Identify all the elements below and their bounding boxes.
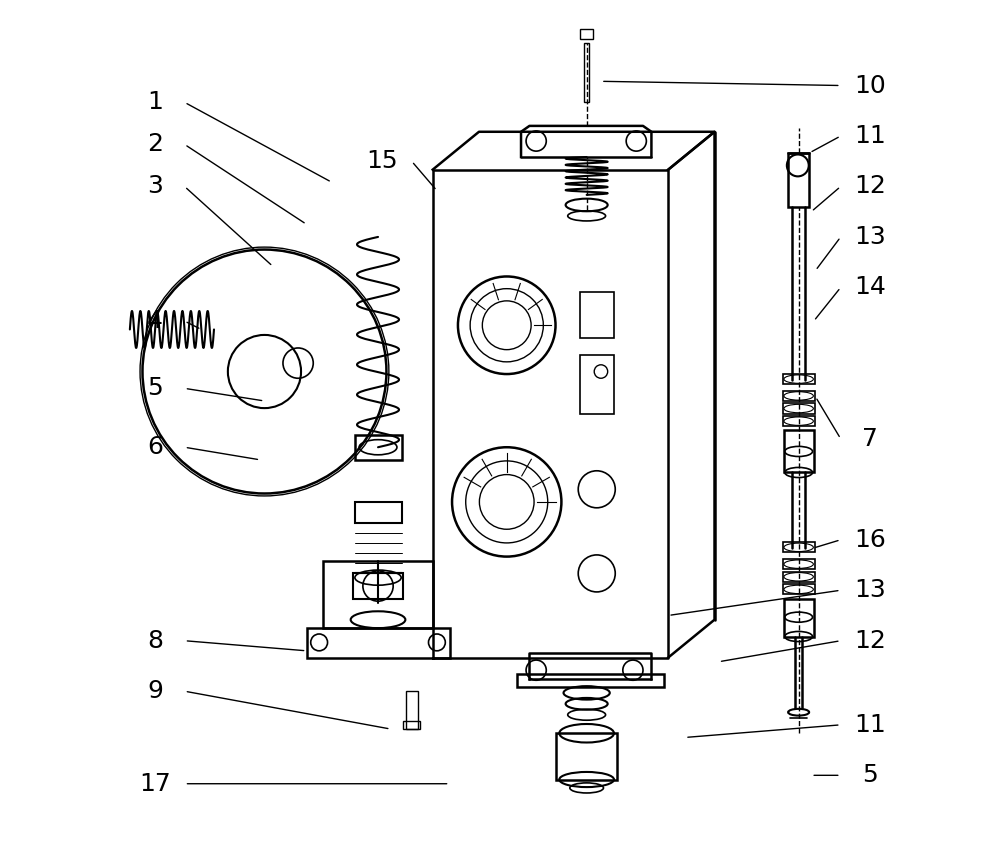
Bar bbox=[406, 691, 418, 729]
Bar bbox=[784, 598, 814, 636]
Text: 11: 11 bbox=[854, 124, 886, 148]
Text: 9: 9 bbox=[147, 679, 163, 703]
Bar bbox=[584, 43, 589, 102]
Text: 15: 15 bbox=[366, 149, 398, 173]
Text: 16: 16 bbox=[854, 528, 886, 552]
Text: 6: 6 bbox=[147, 436, 163, 459]
Bar bbox=[556, 733, 617, 780]
Bar bbox=[353, 573, 403, 598]
Text: 7: 7 bbox=[862, 427, 878, 451]
Bar bbox=[783, 584, 815, 594]
Bar bbox=[783, 559, 815, 569]
Bar bbox=[580, 354, 614, 414]
Text: 3: 3 bbox=[147, 175, 163, 198]
Bar bbox=[783, 571, 815, 582]
Text: 13: 13 bbox=[854, 578, 886, 603]
Bar bbox=[783, 403, 815, 414]
Text: 17: 17 bbox=[139, 771, 171, 796]
Bar bbox=[355, 502, 402, 523]
Text: 2: 2 bbox=[147, 133, 163, 156]
Bar bbox=[307, 628, 450, 657]
Bar bbox=[580, 30, 593, 39]
Bar bbox=[580, 292, 614, 338]
Bar bbox=[783, 374, 815, 384]
Bar bbox=[323, 560, 433, 628]
Text: 11: 11 bbox=[854, 713, 886, 737]
Text: 10: 10 bbox=[854, 73, 886, 98]
Text: 14: 14 bbox=[854, 275, 886, 300]
Text: 12: 12 bbox=[854, 629, 886, 652]
Text: 4: 4 bbox=[147, 309, 163, 333]
Text: 5: 5 bbox=[147, 376, 163, 400]
Text: 8: 8 bbox=[147, 629, 163, 652]
Bar bbox=[403, 721, 420, 729]
Bar bbox=[355, 435, 402, 460]
Text: 5: 5 bbox=[862, 763, 878, 787]
Bar bbox=[784, 430, 814, 473]
Bar bbox=[788, 153, 809, 208]
Bar bbox=[783, 391, 815, 401]
Text: 12: 12 bbox=[854, 175, 886, 198]
Text: 1: 1 bbox=[147, 90, 163, 114]
Text: 13: 13 bbox=[854, 225, 886, 249]
Bar bbox=[783, 416, 815, 426]
Bar bbox=[517, 674, 664, 687]
Bar bbox=[783, 543, 815, 552]
